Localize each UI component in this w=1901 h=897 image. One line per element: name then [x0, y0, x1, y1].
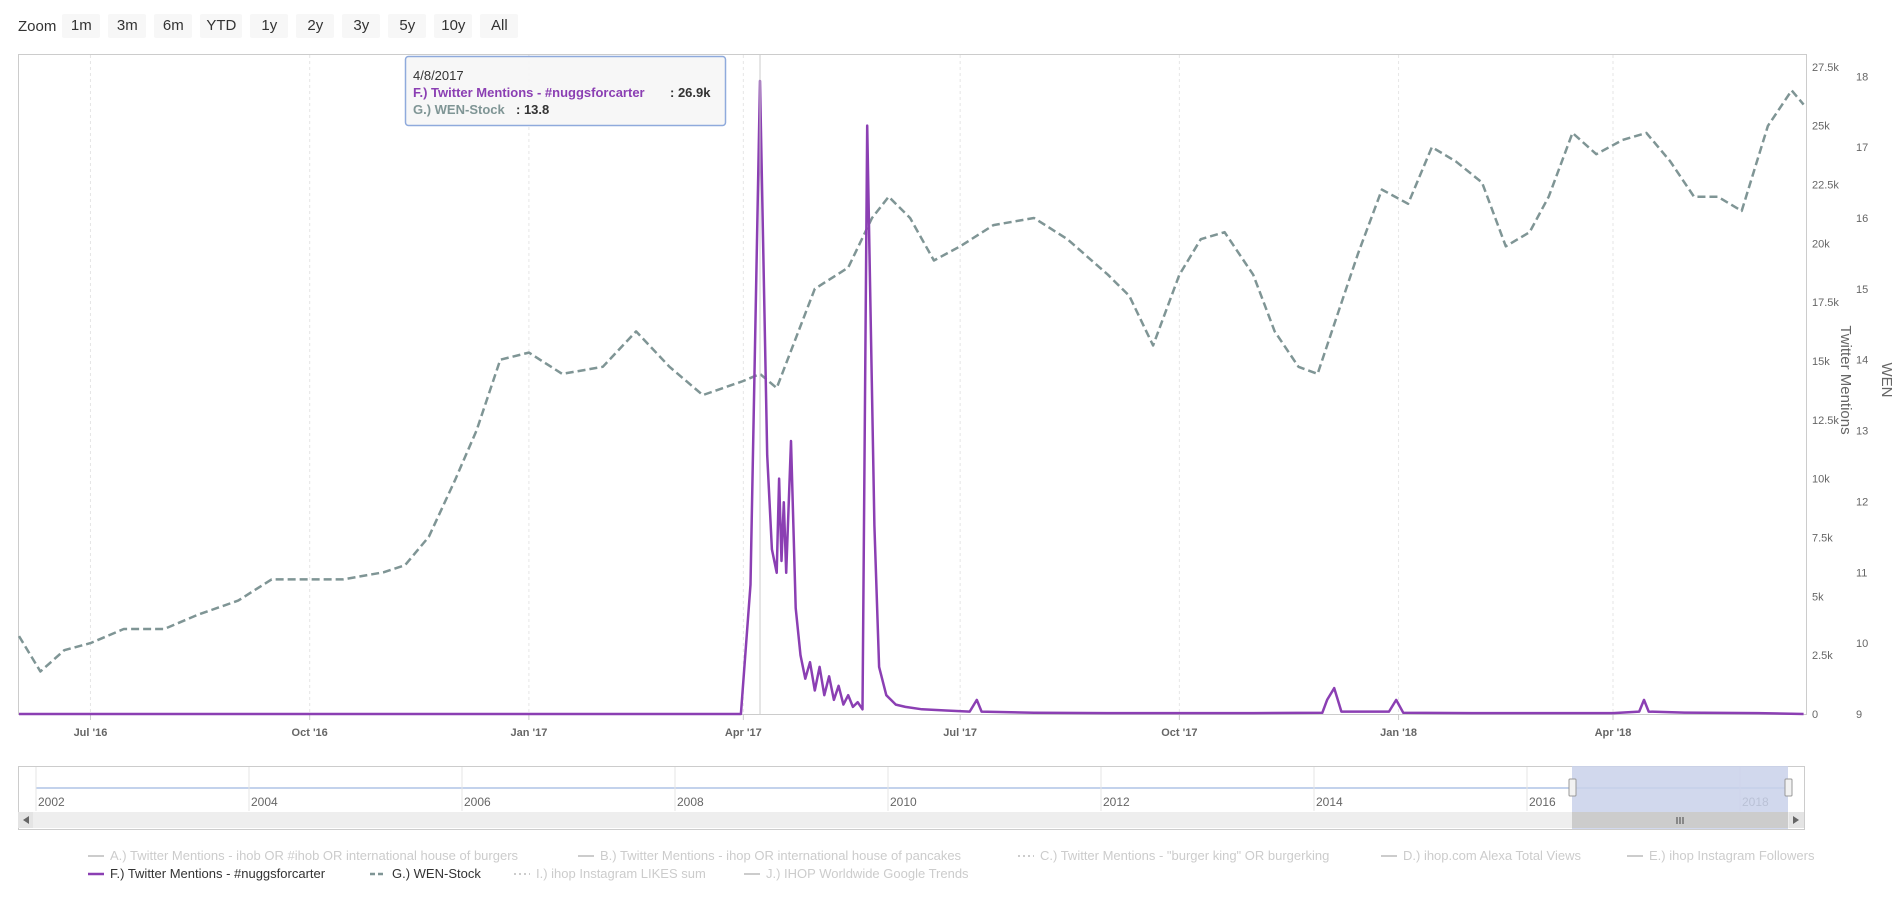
legend-item-label[interactable]: I.) ihop Instagram LIKES sum [536, 866, 706, 881]
y-twitter-tick-label: 15k [1812, 356, 1830, 368]
y-axis-twitter: 0 2.5k 5k 7.5k 10k 12.5k 15k 17.5k 20k 22.5k 25k 27… [1812, 62, 1839, 721]
plot-border [18, 54, 1807, 715]
tooltip-series-f-label: F.) Twitter Mentions - #nuggsforcarter [413, 85, 645, 100]
y-twitter-tick-label: 17.5k [1812, 297, 1839, 309]
tooltip-series-f-value: : 26.9k [670, 85, 711, 100]
scroll-left-icon [23, 816, 29, 824]
navigator-x-label: 2014 [1316, 795, 1343, 809]
navigator-right-handle[interactable] [1784, 778, 1793, 797]
navigator-x-label: 2012 [1103, 795, 1130, 809]
x-tick-label: Oct '17 [1161, 727, 1197, 739]
navigator-x-label: 2010 [890, 795, 917, 809]
legend-item-label[interactable]: E.) ihop Instagram Followers [1649, 848, 1815, 863]
navigator-x-label: 2006 [464, 795, 491, 809]
y-stock-tick-label: 18 [1856, 71, 1868, 83]
zoom-button-10y[interactable]: 10y [434, 14, 473, 38]
x-tick-label: Jan '18 [1380, 727, 1417, 739]
legend-item-label[interactable]: A.) Twitter Mentions - ihob OR #ihob OR … [110, 848, 519, 863]
x-tick-label: Apr '17 [725, 727, 762, 739]
legend-item-label[interactable]: C.) Twitter Mentions - "burger king" OR … [1040, 848, 1329, 863]
series-wen-stock-line[interactable] [17, 89, 1805, 673]
y-twitter-tick-label: 25k [1812, 121, 1830, 133]
y-stock-tick-label: 15 [1856, 284, 1868, 296]
tooltip-series-g-value: : 13.8 [516, 102, 549, 117]
zoom-button-1y[interactable]: 1y [250, 14, 289, 38]
range-selector: Zoom 1m 3m 6m YTD 1y 2y 3y 5y 10y All [18, 14, 526, 38]
y-stock-tick-label: 11 [1856, 567, 1867, 579]
navigator-left-handle[interactable] [1568, 778, 1577, 797]
zoom-button-5y[interactable]: 5y [388, 14, 427, 38]
y-stock-tick-label: 9 [1856, 709, 1862, 721]
zoom-button-6m[interactable]: 6m [154, 14, 193, 38]
navigator-x-label: 2002 [38, 795, 65, 809]
x-tick-label: Jul '16 [74, 727, 108, 739]
legend-item-label[interactable]: G.) WEN-Stock [392, 866, 481, 881]
zoom-label: Zoom [18, 17, 57, 35]
y-stock-tick-label: 13 [1856, 426, 1868, 438]
zoom-button-3m[interactable]: 3m [108, 14, 147, 38]
navigator[interactable]: 200220042006200820102012201420162018 [18, 766, 1805, 830]
legend-item-label[interactable]: B.) Twitter Mentions - ihop OR internati… [600, 848, 962, 863]
y-twitter-tick-label: 2.5k [1812, 650, 1833, 662]
y-twitter-tick-label: 7.5k [1812, 532, 1833, 544]
series-nuggsforcarter-line[interactable] [19, 79, 1804, 716]
y-twitter-tick-label: 20k [1812, 238, 1830, 250]
y-twitter-tick-label: 0 [1812, 709, 1818, 721]
x-tick-label: Apr '18 [1595, 727, 1632, 739]
y-axis-twitter-title: Twitter Mentions [1837, 325, 1854, 434]
y-stock-tick-label: 14 [1856, 355, 1868, 367]
tooltip-box [404, 55, 727, 127]
zoom-button-1m[interactable]: 1m [62, 14, 101, 38]
zoom-button-ytd[interactable]: YTD [200, 14, 243, 38]
x-tick-label: Jul '17 [943, 727, 977, 739]
y-axis-stock-title: WEN [1878, 363, 1895, 398]
y-stock-tick-label: 10 [1856, 638, 1868, 650]
y-stock-tick-label: 17 [1856, 142, 1868, 154]
legend: A.) Twitter Mentions - ihob OR #ihob OR … [88, 848, 1815, 881]
navigator-x-label: 2004 [251, 795, 278, 809]
series-area[interactable] [17, 79, 1805, 716]
legend-item-label[interactable]: F.) Twitter Mentions - #nuggsforcarter [110, 866, 326, 881]
navigator-x-label: 2016 [1529, 795, 1556, 809]
tooltip-series-g-label: G.) WEN-Stock [413, 102, 505, 117]
navigator-x-label: 2008 [677, 795, 704, 809]
y-axis-stock: 9 10 11 12 13 14 15 16 17 18 [1856, 71, 1868, 721]
x-tick-label: Jan '17 [510, 727, 547, 739]
y-stock-tick-label: 16 [1856, 213, 1868, 225]
y-twitter-tick-label: 22.5k [1812, 179, 1839, 191]
zoom-button-2y[interactable]: 2y [296, 14, 335, 38]
x-axis: Jul '16 Oct '16 Jan '17 Apr '17 Jul '17 Oct '… [74, 714, 1632, 739]
zoom-button-all[interactable]: All [480, 14, 519, 38]
y-twitter-tick-label: 12.5k [1812, 415, 1839, 427]
x-tick-label: Oct '16 [292, 727, 328, 739]
tooltip-date: 4/8/2017 [413, 68, 464, 83]
y-twitter-tick-label: 10k [1812, 474, 1830, 486]
y-twitter-tick-label: 5k [1812, 591, 1824, 603]
tooltip: 4/8/2017 F.) Twitter Mentions - #nuggsfo… [404, 55, 727, 127]
zoom-button-3y[interactable]: 3y [342, 14, 381, 38]
scrollbar-grip-icon [1676, 817, 1684, 824]
legend-item-label[interactable]: D.) ihop.com Alexa Total Views [1403, 848, 1581, 863]
legend-item-label[interactable]: J.) IHOP Worldwide Google Trends [766, 866, 969, 881]
y-stock-tick-label: 12 [1856, 496, 1868, 508]
scroll-right-icon [1793, 816, 1799, 824]
gridlines [89, 55, 1614, 714]
navigator-scrollbar-track[interactable] [18, 812, 1804, 828]
y-twitter-tick-label: 27.5k [1812, 62, 1839, 74]
